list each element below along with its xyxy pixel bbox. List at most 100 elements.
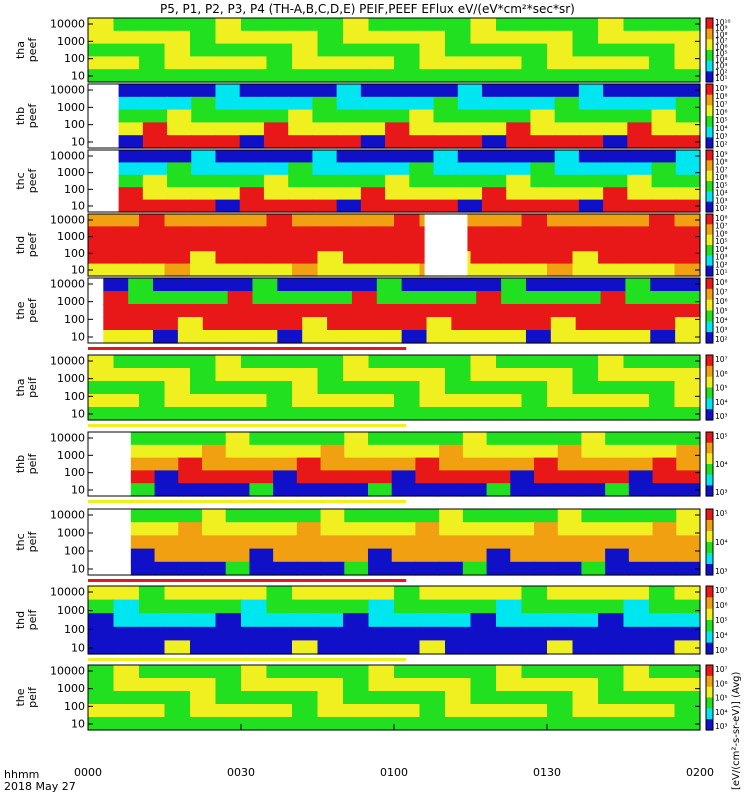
heatmap-cell [496,678,523,692]
heatmap-cell [368,56,395,70]
heatmap-cell [419,368,446,382]
heatmap-cell [603,199,628,213]
heatmap-cell [164,678,191,692]
heatmap-cell [277,317,303,331]
heatmap-cell [649,226,676,240]
heatmap-cell [130,509,156,523]
heatmap-cell [266,18,293,32]
heatmap-cell [578,150,604,163]
panel-frame [87,149,701,213]
panel-frame [87,83,701,149]
heatmap-cell [266,368,293,382]
colorbar-step [706,704,713,707]
heatmap-cell [249,522,274,536]
heatmap-cell [533,522,559,536]
heatmap-cell [118,96,144,111]
heatmap-cell [225,509,251,523]
heatmap-cell [320,548,345,563]
heatmap-cell [578,174,604,188]
heatmap-cell [164,226,191,240]
heatmap-cell [572,640,599,655]
colorbar-step [706,468,713,471]
heatmap-cell [496,355,523,369]
colorbar-step [706,166,713,170]
heatmap-cell [433,199,459,213]
colorbar-tick-label: 10⁴ [715,189,728,198]
heatmap-cell [241,640,268,655]
heatmap-cell [598,43,625,57]
colorbar-step [706,673,713,677]
heatmap-cell [486,548,511,563]
heatmap-cell [385,109,410,123]
heatmap-cell [368,407,395,421]
heatmap-cell [439,561,464,576]
heatmap-cell [506,199,532,213]
heatmap-cell [572,18,599,32]
heatmap-cell [296,561,322,576]
heatmap-cell [439,509,464,523]
heatmap-cell [627,122,653,136]
colorbar-tick-label: 10⁴ [715,55,728,64]
colorbar-step [706,622,713,626]
x-tick-label: 0000 [74,766,102,779]
heatmap-cell [470,43,497,57]
heatmap-cell [525,291,552,305]
heatmap-cell [190,704,217,718]
colorbar-step [706,255,713,258]
colorbar-step [706,712,713,716]
heatmap-cell [241,18,268,32]
heatmap-cell [445,69,472,83]
heatmap-cell [496,640,523,655]
heatmap-cell [481,199,507,213]
heatmap-cell [572,355,599,369]
heatmap-cell [292,640,319,655]
heatmap-cell [177,330,204,344]
heatmap-cell [130,561,156,576]
heatmap-cell [419,407,446,421]
heatmap-cell [651,199,677,213]
heatmap-cell [288,174,313,188]
heatmap-cell [215,122,241,136]
colorbar-step [706,570,713,574]
colorbar-step [706,615,713,619]
heatmap-cell [676,470,701,484]
colorbar-step [706,299,713,303]
heatmap-cell [164,263,191,277]
heatmap-cell [623,18,650,32]
heatmap-cell [252,317,278,331]
heatmap-cell [88,56,115,70]
colorbar-step [706,317,713,320]
heatmap-cell [154,457,179,471]
colorbar-step [706,376,713,380]
heatmap-cell [215,135,241,149]
heatmap-cell [320,432,345,446]
heatmap-cell [572,263,599,277]
colorbar-step [706,73,713,77]
heatmap-cell [426,291,452,305]
colorbar-step [706,156,713,159]
heatmap-cell [623,226,650,240]
colorbar-tick-label: 10³ [715,132,728,141]
heatmap-cell [139,394,166,408]
heatmap-cell [457,174,483,188]
y-tick-label: 1000 [57,230,85,243]
colorbar-step [706,92,713,96]
colorbar-step [706,383,713,386]
colorbar-step [706,242,713,246]
colorbar-step [706,706,713,709]
heatmap-cell [600,317,627,331]
heatmap-cell [481,96,507,111]
heatmap-cell [496,599,523,614]
heatmap-cell [215,717,242,731]
colorbar-step [706,620,713,623]
heatmap-cell [225,561,251,576]
heatmap-cell [113,263,140,277]
colorbar-step [706,671,713,675]
heatmap-cell [415,432,440,446]
heatmap-cell [201,522,227,536]
heatmap-cell [139,691,166,705]
heatmap-cell [164,407,191,421]
heatmap-cell [521,394,548,408]
colorbar-step [706,152,713,155]
